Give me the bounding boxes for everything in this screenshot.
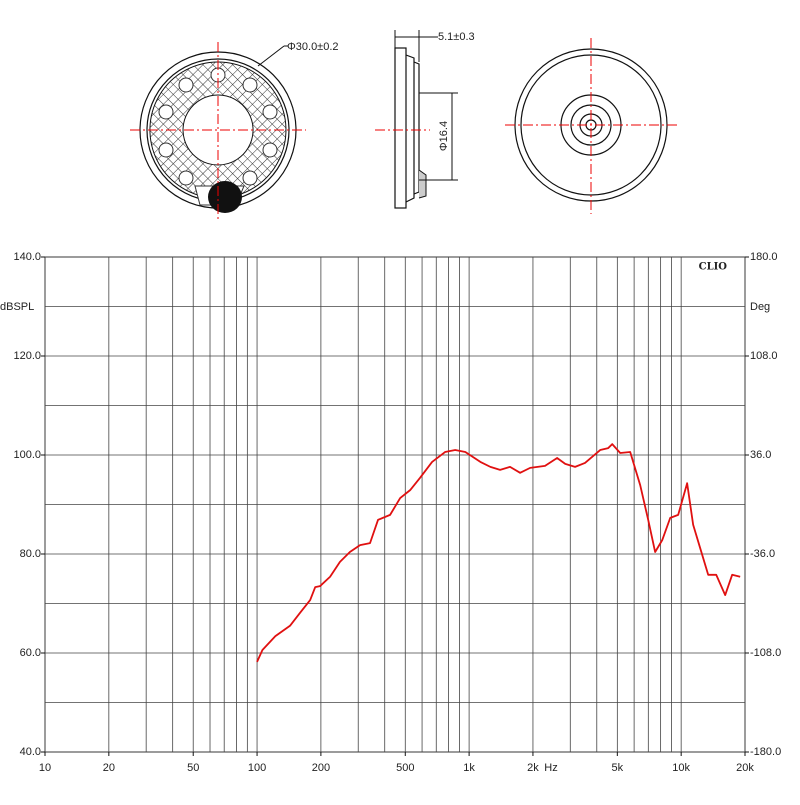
front-view: Φ30.0±0.2 xyxy=(130,41,339,222)
x-tick-label: 50 xyxy=(187,762,199,774)
y-tick-label: 100.0 xyxy=(13,449,41,461)
x-axis-label: Hz xyxy=(544,762,557,774)
y-tick-label: 120.0 xyxy=(13,350,41,362)
x-tick-label: 2k xyxy=(527,762,539,774)
y2-tick-label: -180.0 xyxy=(750,746,781,758)
x-tick-label: 100 xyxy=(248,762,266,774)
dimension-label: 5.1±0.3 xyxy=(438,31,475,43)
x-tick-label: 20 xyxy=(103,762,115,774)
dimension-label: Φ16.4 xyxy=(438,121,450,151)
y2-tick-label: 180.0 xyxy=(750,251,778,263)
x-tick-label: 500 xyxy=(396,762,414,774)
x-tick-label: 5k xyxy=(612,762,624,774)
back-view xyxy=(505,38,678,214)
y-axis-label: dBSPL xyxy=(0,301,34,313)
labels: CLIO dBSPL Deg Hz 10 20 50 100 200 500 1k 2k 5k 1… xyxy=(0,251,781,774)
y2-tick-label: 108.0 xyxy=(750,350,778,362)
response-line xyxy=(256,443,741,663)
y-tick-label: 80.0 xyxy=(20,548,41,560)
chart: CLIO dBSPL Deg Hz 10 20 50 100 200 500 1k 2k 5k 1… xyxy=(0,251,781,774)
x-tick-label: 10 xyxy=(39,762,51,774)
dimension-label: Φ30.0±0.2 xyxy=(287,41,339,53)
y2-tick-label: -108.0 xyxy=(750,647,781,659)
watermark: CLIO xyxy=(699,262,728,273)
y-tick-label: 140.0 xyxy=(13,251,41,263)
y-tick-label: 60.0 xyxy=(20,647,41,659)
marks xyxy=(256,443,741,663)
x-tick-label: 200 xyxy=(312,762,330,774)
y2-tick-label: 36.0 xyxy=(750,449,771,461)
x-tick-label: 10k xyxy=(672,762,690,774)
x-tick-label: 20k xyxy=(736,762,754,774)
side-view: 5.1±0.3 Φ16.4 xyxy=(375,30,475,209)
grid xyxy=(41,256,749,756)
x-tick-label: 1k xyxy=(463,762,475,774)
y-tick-label: 40.0 xyxy=(20,746,41,758)
y2-axis-label: Deg xyxy=(750,301,770,313)
y2-tick-label: -36.0 xyxy=(750,548,775,560)
